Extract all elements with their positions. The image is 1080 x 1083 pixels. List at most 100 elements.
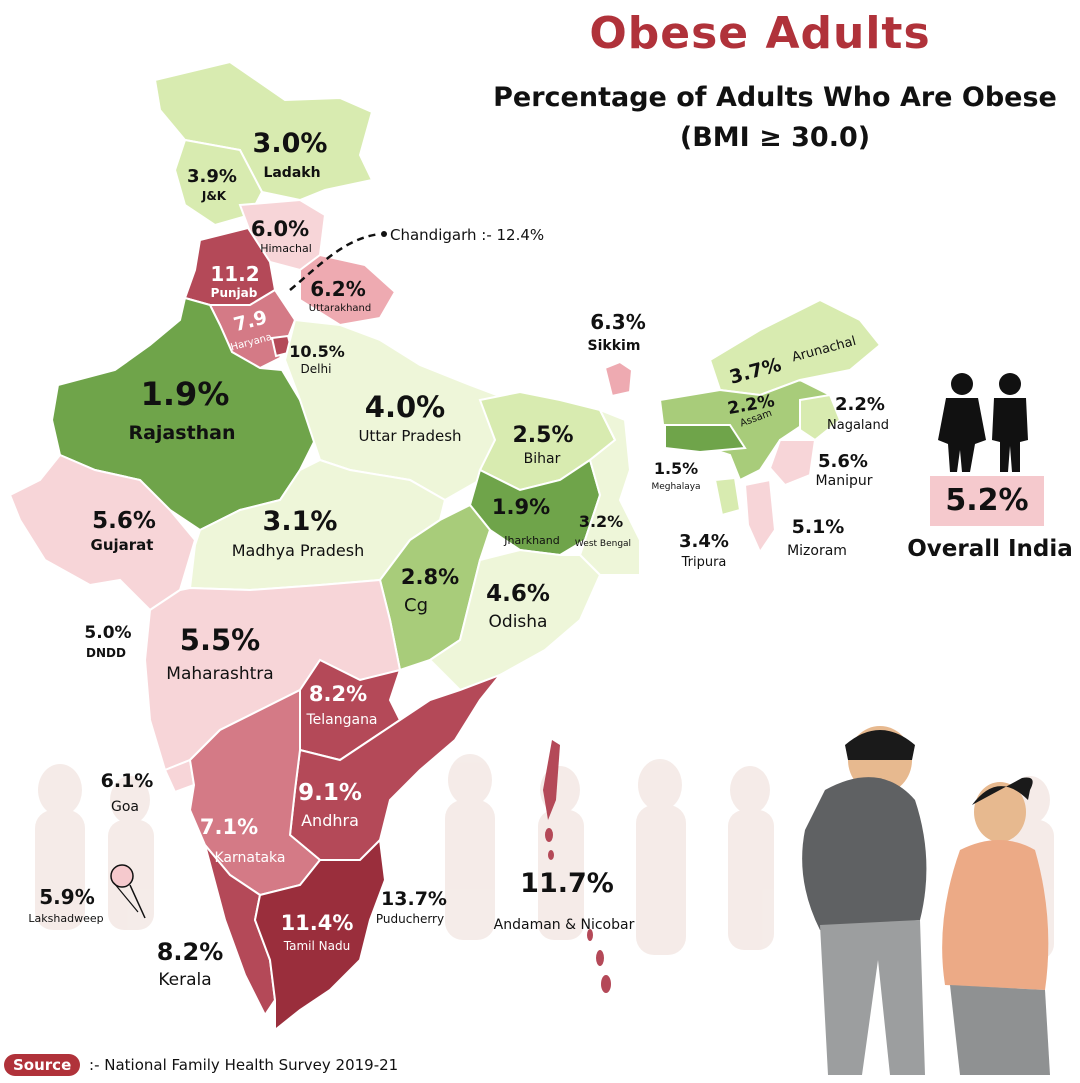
region-tamil-nadu <box>253 837 387 1033</box>
label-mizoram: 5.1% Mizoram <box>787 516 847 559</box>
region-value: 3.4% <box>679 531 729 552</box>
chandigarh-leader <box>289 232 381 291</box>
region-name: Manipur <box>816 473 873 489</box>
label-rajasthan: 1.9% Rajasthan <box>128 375 235 444</box>
region-name: Lakshadweep <box>28 912 103 925</box>
region-value: 11.2 <box>210 262 259 286</box>
person-illustration-woman <box>942 777 1050 1075</box>
label-dndd: 5.0% DNDD <box>84 623 131 660</box>
region-tripura <box>713 476 742 517</box>
label-kerala: 8.2% Kerala <box>157 938 224 990</box>
region-manipur <box>768 439 817 487</box>
region-name: Mizoram <box>787 543 847 559</box>
region-odisha <box>428 548 602 692</box>
region-name: DNDD <box>86 646 126 660</box>
label-haryana: 7.9 Haryana <box>230 306 274 353</box>
region-name: Ladakh <box>263 165 320 181</box>
region-value: 10.5% <box>289 342 345 361</box>
region-value: 7.1% <box>200 815 258 839</box>
label-sikkim: 6.3% Sikkim <box>588 310 646 354</box>
region-value: 6.3% <box>590 310 645 334</box>
region-value: 7.9 <box>231 306 269 336</box>
region-value: 5.9% <box>39 885 94 909</box>
overall-value: 5.2% <box>930 476 1044 526</box>
region-value: 5.6% <box>92 508 156 534</box>
page-subtitle: Percentage of Adults Who Are Obese (BMI … <box>470 78 1080 158</box>
label-meghalaya: 1.5% Meghalaya <box>651 459 700 492</box>
region-value: 6.2% <box>310 277 365 301</box>
region-value: 5.6% <box>818 451 868 472</box>
region-value: 2.8% <box>401 565 459 589</box>
region-name: Andhra <box>301 811 359 830</box>
region-andaman-nicobar <box>543 740 611 993</box>
chandigarh-annotation: Chandigarh :- 12.4% <box>390 226 544 244</box>
region-uttarakhand <box>299 253 397 327</box>
source-badge: Source <box>4 1054 81 1076</box>
region-name: Kerala <box>158 970 211 990</box>
region-name: Cg <box>404 595 428 616</box>
region-value: 1.9% <box>492 495 550 519</box>
label-delhi: 10.5% Delhi <box>289 342 345 376</box>
region-name: Meghalaya <box>651 482 700 492</box>
region-name: Tamil Nadu <box>283 939 350 953</box>
region-name: Telangana <box>305 712 377 728</box>
region-nagaland <box>799 393 842 442</box>
region-value: 6.1% <box>101 770 154 792</box>
region-value: 3.9% <box>187 166 237 187</box>
region-name: Nagaland <box>827 418 889 433</box>
region-value: 11.7% <box>520 868 614 899</box>
region-jk <box>173 138 264 227</box>
region-name: Madhya Pradesh <box>232 541 365 560</box>
label-andaman-nicobar: 11.7% Andaman & Nicobar <box>494 868 635 933</box>
region-name: J&K <box>201 189 227 203</box>
region-name: Rajasthan <box>128 422 235 444</box>
label-jharkhand: 1.9% Jharkhand <box>492 495 560 547</box>
label-tamil-nadu: 11.4% Tamil Nadu <box>281 911 354 953</box>
region-name: Goa <box>111 799 139 815</box>
region-value: 2.5% <box>512 423 573 448</box>
region-name: Karnataka <box>215 850 286 866</box>
region-value: 8.2% <box>157 938 224 966</box>
region-value: 3.0% <box>253 128 328 159</box>
region-name: Andaman & Nicobar <box>494 917 635 933</box>
label-goa: 6.1% Goa <box>101 770 154 815</box>
label-uttarakhand: 6.2% Uttarakhand <box>309 277 371 314</box>
region-value: 1.9% <box>141 375 230 413</box>
region-name: Arunachal <box>790 334 857 365</box>
label-andhra: 9.1% Andhra <box>298 780 362 830</box>
region-value: 6.0% <box>251 217 309 241</box>
region-value: 5.0% <box>84 623 131 643</box>
subtitle-line-2: (BMI ≥ 30.0) <box>679 122 871 153</box>
region-value: 11.4% <box>281 911 354 935</box>
label-tripura: 3.4% Tripura <box>679 531 729 570</box>
label-ladakh: 3.0% Ladakh <box>253 128 328 181</box>
region-meghalaya <box>664 424 747 454</box>
region-value: 2.2% <box>835 394 885 415</box>
region-value: 5.5% <box>180 623 260 657</box>
overall-label: Overall India <box>907 536 1073 562</box>
region-value: 5.1% <box>792 516 845 538</box>
region-name: Uttarakhand <box>309 303 371 314</box>
label-himachal: 6.0% Himachal <box>251 217 312 255</box>
label-karnataka: 7.1% Karnataka <box>200 815 286 866</box>
region-name: Himachal <box>260 242 312 255</box>
region-value: 13.7% <box>381 888 447 910</box>
region-name: Sikkim <box>588 338 641 354</box>
region-value: 4.6% <box>486 581 550 607</box>
region-name: Jharkhand <box>503 534 560 547</box>
region-value: 3.1% <box>263 506 338 537</box>
label-telangana: 8.2% Telangana <box>305 682 377 728</box>
region-name: Maharashtra <box>166 664 273 684</box>
label-arunachal: 3.7% Arunachal <box>727 334 858 389</box>
region-name: Uttar Pradesh <box>358 427 461 445</box>
region-value: 9.1% <box>298 780 362 806</box>
label-assam: 2.2% Assam <box>726 391 776 429</box>
label-odisha: 4.6% Odisha <box>486 581 550 632</box>
person-illustration-man <box>802 726 927 1075</box>
region-sikkim <box>603 360 634 398</box>
lakshadweep-marker <box>110 864 146 919</box>
subtitle-line-1: Percentage of Adults Who Are Obese <box>493 82 1057 113</box>
